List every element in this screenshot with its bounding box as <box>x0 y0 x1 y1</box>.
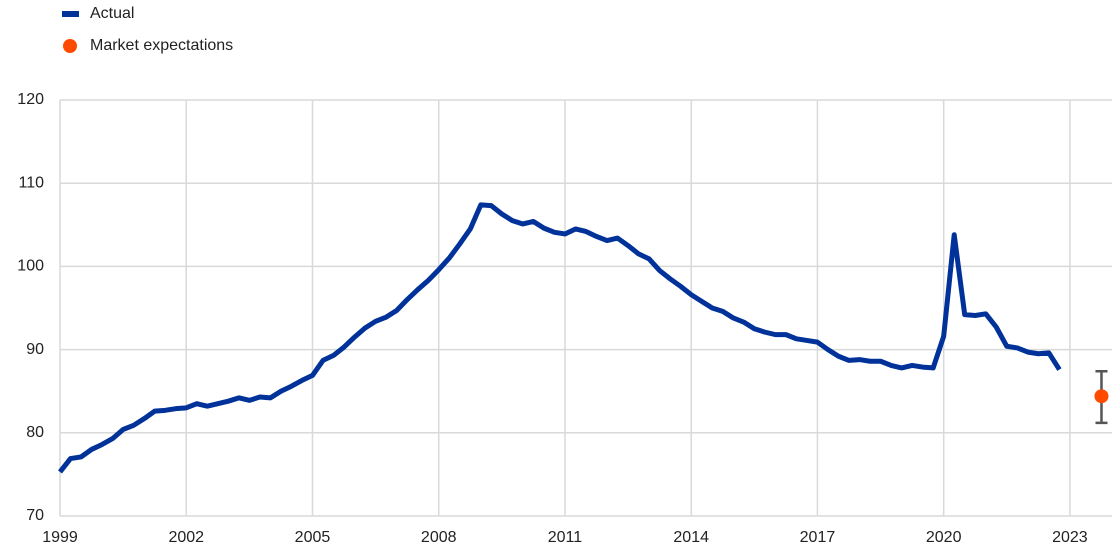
y-tick-label: 110 <box>18 174 44 191</box>
line <box>58 202 1062 474</box>
x-tick-label: 2023 <box>1052 529 1088 546</box>
y-tick-label: 120 <box>17 91 44 108</box>
legend-label: Actual <box>90 5 134 22</box>
x-tick-label: 2008 <box>421 529 457 546</box>
x-tick-label: 2014 <box>673 529 709 546</box>
y-tick-label: 90 <box>26 341 44 358</box>
y-tick-label: 80 <box>26 424 44 441</box>
y-tick-label: 70 <box>26 507 44 524</box>
x-tick-label: 2011 <box>548 529 583 546</box>
x-tick-label: 2020 <box>926 529 962 546</box>
x-tick-label: 2005 <box>295 529 331 546</box>
legend-label: Market expectations <box>90 37 233 54</box>
y-tick-label: 100 <box>17 258 44 275</box>
x-tick-label: 2002 <box>168 529 204 546</box>
x-tick-label: 1999 <box>42 529 78 546</box>
legend-marker <box>63 39 77 53</box>
legend-marker <box>62 11 79 17</box>
x-tick-label: 2017 <box>800 529 836 546</box>
point <box>1094 389 1109 404</box>
